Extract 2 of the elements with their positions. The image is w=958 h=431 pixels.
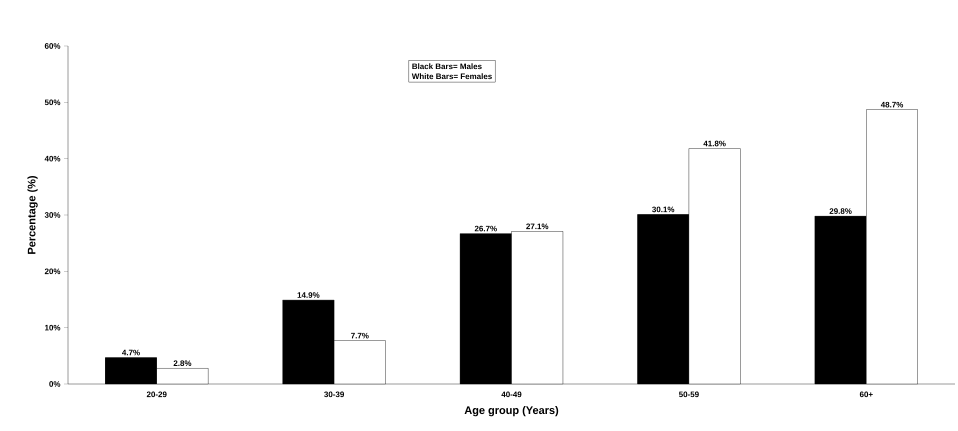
x-axis-title: Age group (Years) xyxy=(464,406,558,416)
y-axis-title: Percentage (%) xyxy=(27,176,38,254)
